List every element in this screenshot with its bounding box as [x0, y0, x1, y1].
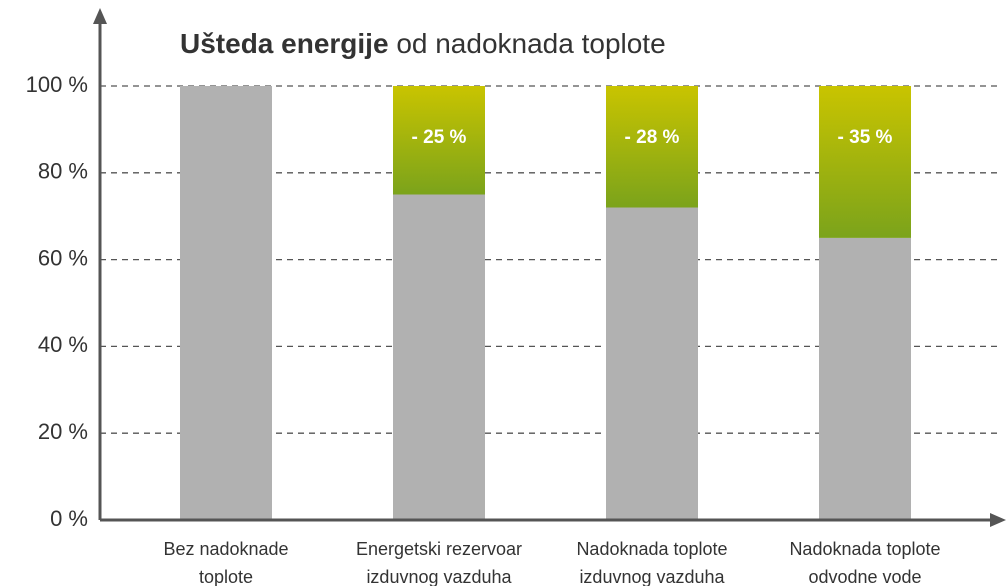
x-tick-label: Energetski rezervoar — [356, 539, 522, 559]
y-tick-label: 20 % — [38, 419, 88, 444]
y-tick-label: 60 % — [38, 245, 88, 270]
x-tick-label: toplote — [199, 567, 253, 586]
y-arrow — [93, 8, 107, 24]
x-tick-label: izduvnog vazduha — [579, 567, 725, 586]
title-rest: od nadoknada toplote — [396, 28, 665, 59]
bar-segment — [393, 86, 485, 195]
chart-title: Ušteda energije od nadoknada toplote — [180, 28, 666, 59]
value-label: - 28 % — [625, 127, 680, 148]
value-label: - 25 % — [412, 127, 467, 148]
title-bold: Ušteda energije — [180, 28, 389, 59]
y-tick-label: 80 % — [38, 159, 88, 184]
bar-segment — [819, 86, 911, 238]
x-tick-label: Nadoknada toplote — [576, 539, 727, 559]
x-tick-label: Nadoknada toplote — [789, 539, 940, 559]
bar-segment — [180, 86, 272, 520]
x-tick-label: Bez nadoknade — [163, 539, 288, 559]
x-tick-label: izduvnog vazduha — [366, 567, 512, 586]
bar-segment — [606, 207, 698, 520]
bar-segment — [819, 237, 911, 520]
bar-segment — [393, 194, 485, 520]
value-label: - 35 % — [838, 127, 893, 148]
bar-segment — [606, 86, 698, 208]
y-tick-label: 100 % — [26, 72, 88, 97]
y-tick-label: 40 % — [38, 332, 88, 357]
y-tick-label: 0 % — [50, 506, 88, 531]
x-arrow — [990, 513, 1006, 527]
bars — [180, 86, 911, 520]
x-tick-label: odvodne vode — [808, 567, 921, 586]
